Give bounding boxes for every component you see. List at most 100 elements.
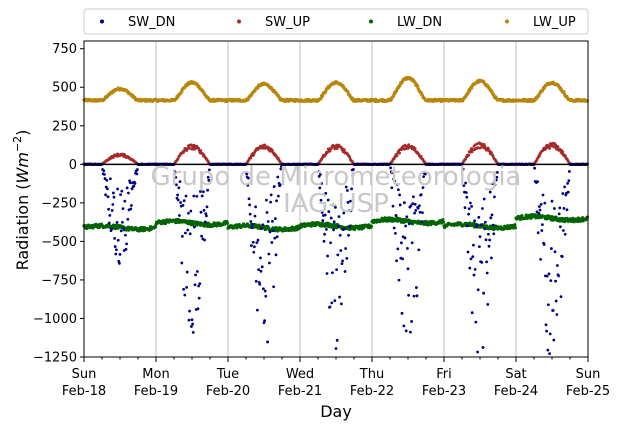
sw-dn-point xyxy=(271,219,274,223)
sw-dn-point xyxy=(557,212,561,216)
sw-dn-point xyxy=(106,187,109,191)
sw-dn-point xyxy=(323,232,326,236)
sw-dn-point xyxy=(483,227,487,231)
sw-dn-point xyxy=(329,216,333,220)
sw-dn-point xyxy=(345,257,349,260)
sw-dn-point xyxy=(472,273,476,277)
sw-dn-point xyxy=(192,194,196,198)
lw-up-point xyxy=(490,89,494,94)
sw-dn-point xyxy=(461,167,465,171)
sw-dn-point xyxy=(494,178,498,182)
sw-dn-point xyxy=(123,199,127,203)
sw-dn-point xyxy=(254,279,258,283)
sw-dn-point xyxy=(205,205,209,209)
sw-dn-point xyxy=(125,242,128,246)
sw-dn-point xyxy=(181,204,185,207)
sw-dn-point xyxy=(465,195,469,199)
sw-up-point xyxy=(547,144,551,148)
x-tick-label-date: Feb-25 xyxy=(566,384,610,399)
sw-dn-point xyxy=(320,211,324,214)
sw-dn-point xyxy=(418,210,422,214)
sw-dn-point xyxy=(568,170,571,173)
sw-up-point xyxy=(490,151,493,155)
sw-dn-point xyxy=(398,193,401,197)
legend-marker xyxy=(505,19,509,24)
sw-dn-point xyxy=(464,181,467,185)
sw-dn-point xyxy=(327,210,331,213)
sw-dn-point xyxy=(178,214,181,217)
y-tick-label: −1000 xyxy=(33,312,77,327)
sw-dn-point xyxy=(390,186,394,190)
sw-dn-point xyxy=(393,179,397,183)
sw-dn-point xyxy=(415,294,419,298)
sw-dn-point xyxy=(107,207,110,211)
sw-dn-point xyxy=(266,220,270,223)
sw-dn-point xyxy=(136,168,139,171)
sw-dn-point xyxy=(421,211,424,215)
sw-dn-point xyxy=(557,274,560,278)
sw-dn-point xyxy=(104,193,107,197)
sw-dn-point xyxy=(493,183,497,187)
y-axis-title-exponent: −2 xyxy=(11,136,24,152)
sw-dn-point xyxy=(550,247,553,250)
sw-dn-point xyxy=(252,250,256,254)
sw-up-point xyxy=(487,147,490,150)
sw-dn-point xyxy=(546,348,550,352)
y-tick-label: 0 xyxy=(69,158,77,173)
sw-dn-point xyxy=(392,177,395,181)
sw-dn-point xyxy=(265,211,269,214)
sw-dn-point xyxy=(118,252,122,256)
sw-dn-point xyxy=(247,197,251,201)
sw-dn-point xyxy=(329,241,332,245)
sw-dn-point xyxy=(467,207,471,211)
sw-dn-point xyxy=(485,260,488,264)
sw-dn-point xyxy=(413,202,417,206)
sw-dn-point xyxy=(555,313,559,316)
legend-label: SW_UP xyxy=(265,15,310,30)
sw-dn-point xyxy=(197,284,201,288)
y-axis-title-main: Radiation ( xyxy=(13,183,32,270)
sw-dn-point xyxy=(106,195,110,199)
sw-dn-point xyxy=(349,209,353,213)
lw-dn-point xyxy=(520,214,524,218)
sw-dn-point xyxy=(470,311,474,315)
sw-dn-point xyxy=(347,233,350,237)
sw-dn-point xyxy=(334,347,338,350)
sw-dn-point xyxy=(424,172,427,176)
sw-dn-point xyxy=(403,201,406,205)
sw-dn-point xyxy=(407,293,410,297)
sw-dn-point xyxy=(248,212,252,216)
sw-dn-point xyxy=(463,206,467,210)
sw-up-point xyxy=(464,157,467,161)
sw-dn-point xyxy=(352,168,355,171)
sw-dn-point xyxy=(115,221,119,224)
sw-dn-point xyxy=(195,194,199,198)
sw-dn-point xyxy=(175,183,178,187)
sw-dn-point xyxy=(476,288,480,292)
sw-dn-point xyxy=(199,210,203,214)
sw-dn-point xyxy=(103,172,106,176)
x-tick-label-date: Feb-23 xyxy=(422,384,466,399)
lw-up-point xyxy=(346,90,350,94)
sw-dn-point xyxy=(268,261,271,265)
sw-dn-point xyxy=(256,308,259,312)
sw-dn-point xyxy=(343,227,346,231)
sw-dn-point xyxy=(124,247,128,251)
sw-dn-point xyxy=(255,241,259,245)
sw-dn-point xyxy=(538,205,541,208)
lw-up-point xyxy=(256,86,260,90)
legend-label: SW_DN xyxy=(128,15,175,30)
sw-dn-point xyxy=(132,184,136,188)
sw-dn-point xyxy=(202,208,206,212)
sw-dn-point xyxy=(469,257,473,261)
sw-dn-point xyxy=(554,299,558,303)
sw-dn-point xyxy=(279,167,283,171)
sw-dn-point xyxy=(484,220,487,224)
sw-dn-point xyxy=(185,270,189,274)
sw-dn-point xyxy=(198,282,202,286)
sw-dn-point xyxy=(326,254,329,258)
sw-dn-point xyxy=(206,188,210,192)
sw-dn-point xyxy=(413,211,416,215)
sw-dn-point xyxy=(253,245,256,249)
